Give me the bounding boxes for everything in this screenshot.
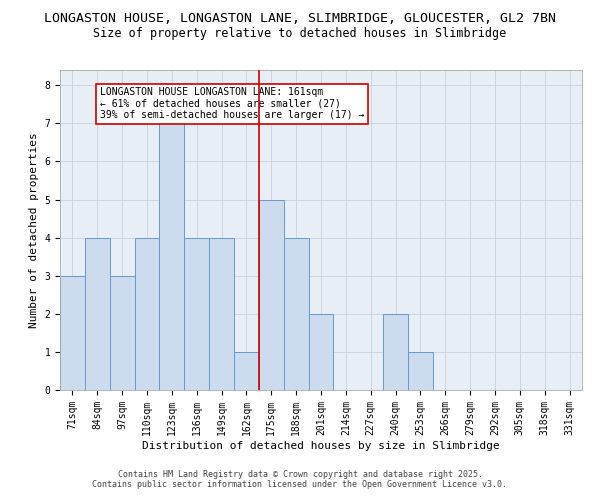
- Text: LONGASTON HOUSE, LONGASTON LANE, SLIMBRIDGE, GLOUCESTER, GL2 7BN: LONGASTON HOUSE, LONGASTON LANE, SLIMBRI…: [44, 12, 556, 26]
- Bar: [408, 352, 433, 390]
- Bar: [160, 124, 184, 390]
- Text: Size of property relative to detached houses in Slimbridge: Size of property relative to detached ho…: [94, 28, 506, 40]
- Bar: [184, 238, 209, 390]
- X-axis label: Distribution of detached houses by size in Slimbridge: Distribution of detached houses by size …: [142, 440, 500, 450]
- Bar: [134, 238, 160, 390]
- Bar: [110, 276, 134, 390]
- Bar: [308, 314, 334, 390]
- Bar: [209, 238, 234, 390]
- Text: Contains HM Land Registry data © Crown copyright and database right 2025.
Contai: Contains HM Land Registry data © Crown c…: [92, 470, 508, 489]
- Bar: [234, 352, 259, 390]
- Bar: [60, 276, 85, 390]
- Bar: [85, 238, 110, 390]
- Text: LONGASTON HOUSE LONGASTON LANE: 161sqm
← 61% of detached houses are smaller (27): LONGASTON HOUSE LONGASTON LANE: 161sqm ←…: [100, 87, 364, 120]
- Bar: [383, 314, 408, 390]
- Bar: [284, 238, 308, 390]
- Y-axis label: Number of detached properties: Number of detached properties: [29, 132, 39, 328]
- Bar: [259, 200, 284, 390]
